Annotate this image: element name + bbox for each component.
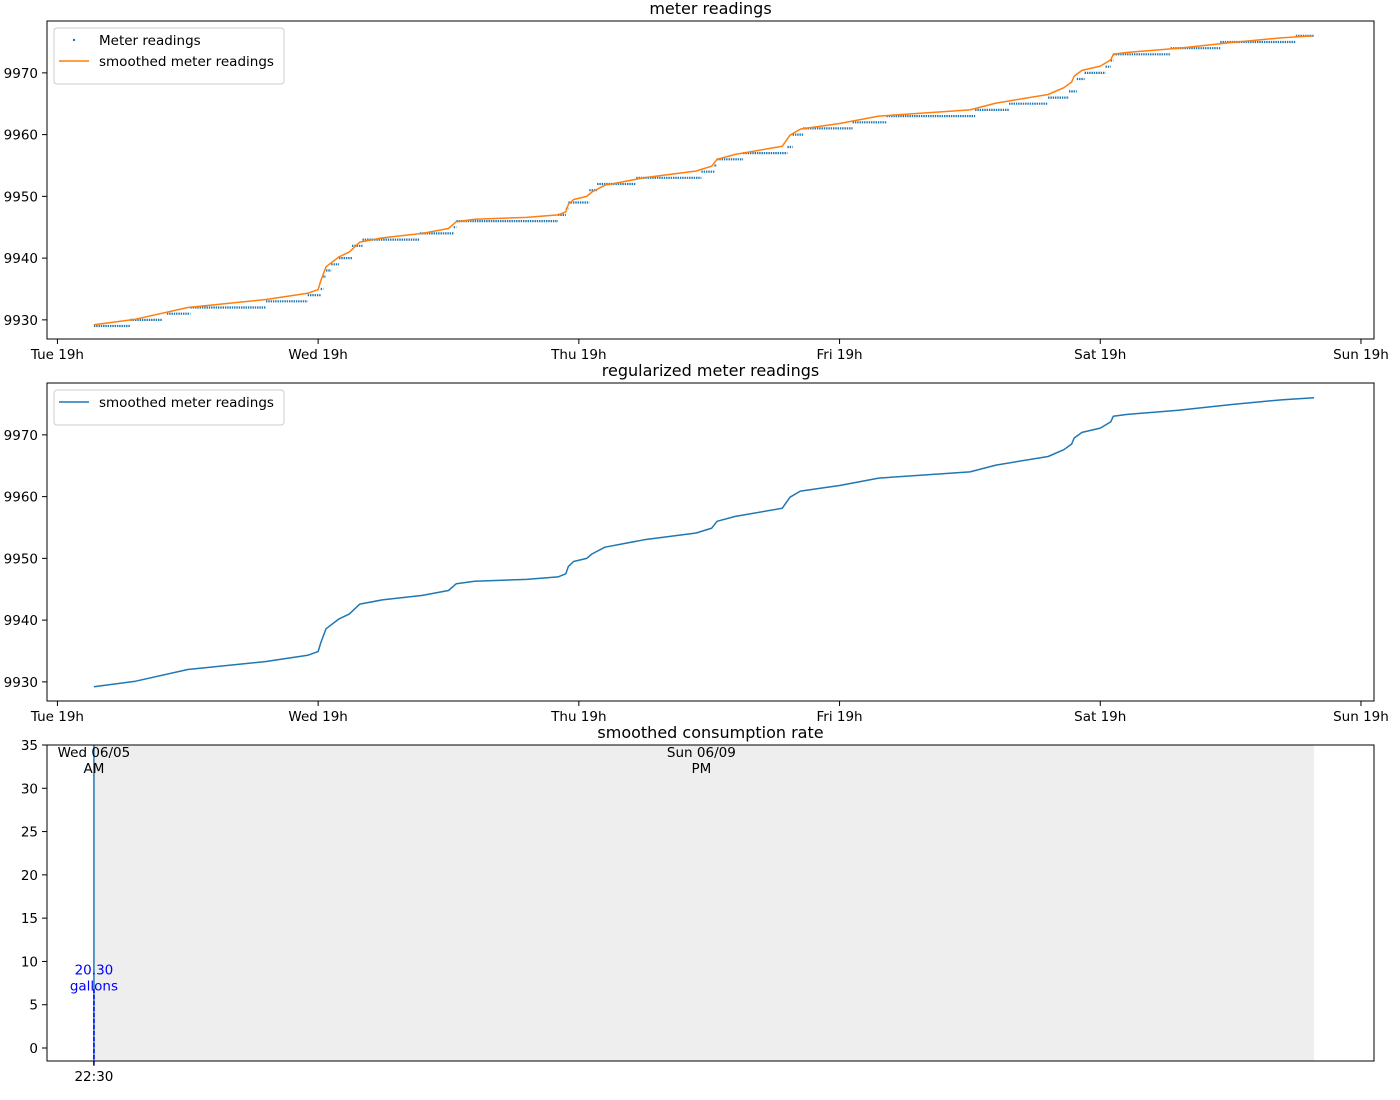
x-tick-label: Sat 19h bbox=[1074, 347, 1126, 363]
y-tick-label: 9960 bbox=[4, 128, 38, 144]
legend-label: Meter readings bbox=[99, 33, 201, 49]
y-tick-label: 5 bbox=[29, 998, 38, 1014]
panel-title: regularized meter readings bbox=[602, 361, 819, 380]
annotation-label: Wed 06/05 bbox=[58, 745, 131, 761]
x-tick-label: Sun 19h bbox=[1333, 709, 1389, 725]
legend-box bbox=[53, 27, 285, 85]
y-tick-label: 15 bbox=[21, 911, 38, 927]
x-tick-label: Wed 19h bbox=[288, 347, 347, 363]
legend-label: smoothed meter readings bbox=[99, 395, 274, 411]
smoothed-line bbox=[93, 35, 1315, 326]
x-tick-label: Sat 19h bbox=[1074, 709, 1126, 725]
legend-box bbox=[53, 389, 285, 426]
y-tick-label: 20 bbox=[21, 868, 38, 884]
panel-title: meter readings bbox=[649, 0, 771, 18]
legend-label: smoothed meter readings bbox=[99, 54, 274, 70]
axes-frame bbox=[46, 20, 1375, 340]
legend: Meter readings smoothed meter readings bbox=[53, 27, 285, 85]
x-tick-label: Wed 19h bbox=[288, 709, 347, 725]
y-tick-label: 9940 bbox=[4, 251, 38, 267]
annotation-label: PM bbox=[691, 761, 711, 777]
x-tick-label: Fri 19h bbox=[816, 347, 862, 363]
annotation-label: gallons bbox=[70, 978, 118, 994]
y-tick-label: 9960 bbox=[4, 490, 38, 506]
shaded-span bbox=[93, 745, 1315, 1061]
legend-marker bbox=[72, 38, 76, 42]
x-tick-label: Sun 19h bbox=[1333, 347, 1389, 363]
y-tick-label: 9940 bbox=[4, 613, 38, 629]
x-tick-label: Thu 19h bbox=[550, 709, 606, 725]
y-tick-label: 9950 bbox=[4, 551, 38, 567]
series-group bbox=[93, 397, 1315, 688]
y-tick-label: 30 bbox=[21, 781, 38, 797]
y-tick-label: 9950 bbox=[4, 189, 38, 205]
y-tick-label: 0 bbox=[29, 1041, 38, 1057]
panel-title: smoothed consumption rate bbox=[597, 723, 823, 742]
x-tick-label: 22:30 bbox=[74, 1069, 113, 1085]
series-group bbox=[93, 35, 1315, 326]
y-tick-label: 9970 bbox=[4, 428, 38, 444]
x-tick-label: Fri 19h bbox=[816, 709, 862, 725]
annotation-label: Sun 06/09 bbox=[667, 745, 736, 761]
legend: smoothed meter readings bbox=[53, 389, 285, 426]
axes-frame bbox=[46, 744, 1375, 1062]
annotation-label: 20.30 bbox=[75, 962, 114, 978]
axes-frame bbox=[46, 382, 1375, 702]
y-tick-label: 10 bbox=[21, 954, 38, 970]
y-tick-label: 25 bbox=[21, 825, 38, 841]
x-tick-label: Tue 19h bbox=[30, 347, 84, 363]
y-tick-label: 35 bbox=[21, 738, 38, 754]
y-tick-label: 9930 bbox=[4, 675, 38, 691]
x-tick-label: Tue 19h bbox=[30, 709, 84, 725]
y-tick-label: 9930 bbox=[4, 313, 38, 329]
x-tick-label: Thu 19h bbox=[550, 347, 606, 363]
annotation-label: AM bbox=[83, 761, 104, 777]
smoothed-line bbox=[93, 397, 1315, 688]
y-tick-label: 9970 bbox=[4, 66, 38, 82]
